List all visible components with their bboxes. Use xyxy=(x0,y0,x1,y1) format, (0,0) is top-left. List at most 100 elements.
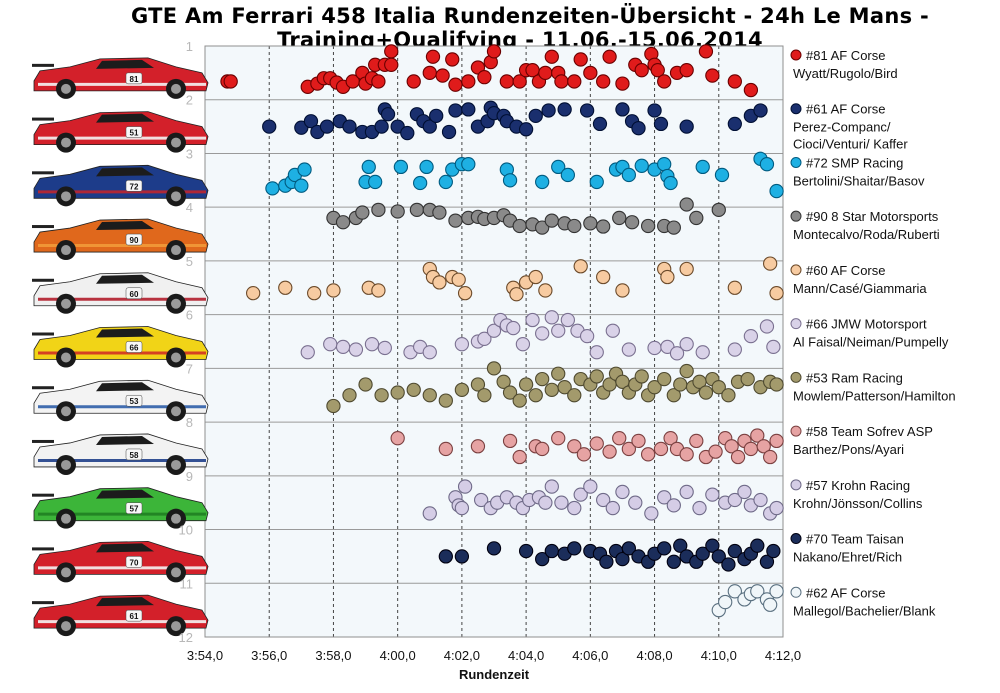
data-point xyxy=(634,63,649,78)
car-number-plate xyxy=(125,287,143,300)
data-point xyxy=(486,541,502,556)
data-point xyxy=(390,431,405,446)
car-number: 90 xyxy=(130,236,139,245)
data-point xyxy=(596,269,611,285)
legend-drivers: Wyatt/Rugolo/Bird xyxy=(793,66,898,81)
data-point xyxy=(573,52,588,67)
data-point xyxy=(647,103,662,118)
legend-drivers: Mowlem/Patterson/Hamilton xyxy=(793,388,956,403)
legend-drivers: Barthez/Pons/Ayari xyxy=(793,442,904,457)
data-point xyxy=(653,116,669,132)
data-point xyxy=(441,124,457,140)
x-tick-label: 4:08,0 xyxy=(636,648,672,663)
car-image: 90 xyxy=(32,218,209,261)
legend-marker xyxy=(790,586,802,598)
data-point xyxy=(461,157,476,172)
data-point xyxy=(605,500,620,516)
car-stripe xyxy=(38,512,206,516)
data-point xyxy=(698,44,714,59)
data-point xyxy=(612,210,627,226)
data-point xyxy=(326,283,341,298)
car-wing xyxy=(32,278,54,282)
data-point xyxy=(769,285,784,301)
data-point xyxy=(769,433,784,449)
data-point xyxy=(567,541,582,556)
data-point xyxy=(615,102,630,117)
data-point xyxy=(557,380,572,395)
data-point xyxy=(589,345,604,360)
data-point xyxy=(737,484,752,500)
y-tick-label: 8 xyxy=(186,415,193,430)
car-body xyxy=(33,164,209,199)
data-point xyxy=(743,82,759,98)
car-wing xyxy=(32,601,54,605)
car-image: 60 xyxy=(32,272,209,314)
legend-series-name: #66 JMW Motorsport xyxy=(806,317,927,332)
data-point xyxy=(535,441,550,457)
data-point xyxy=(502,173,518,188)
data-point xyxy=(727,342,742,357)
data-point xyxy=(451,272,466,287)
car-image: 58 xyxy=(32,433,209,475)
legend-series-name: #62 AF Corse xyxy=(806,585,886,600)
data-point xyxy=(560,312,576,328)
data-point xyxy=(554,74,569,89)
data-point xyxy=(342,388,357,403)
data-point xyxy=(647,380,662,395)
data-point xyxy=(512,449,527,465)
data-point xyxy=(679,197,694,212)
data-point xyxy=(679,261,694,277)
car-window xyxy=(96,435,154,445)
car-rim xyxy=(61,245,71,256)
car-wing xyxy=(32,332,54,336)
data-point xyxy=(750,428,765,443)
data-point xyxy=(769,377,784,392)
data-point xyxy=(695,159,710,175)
data-point xyxy=(589,174,604,190)
data-point xyxy=(576,447,592,462)
data-point xyxy=(448,213,463,228)
data-point xyxy=(557,102,572,117)
data-point xyxy=(695,546,710,561)
data-point xyxy=(406,382,421,398)
data-point xyxy=(419,159,434,175)
data-point xyxy=(400,125,415,141)
data-point xyxy=(422,119,437,134)
car-number: 72 xyxy=(130,182,139,191)
data-point xyxy=(528,388,543,403)
x-tick-label: 4:02,0 xyxy=(444,648,480,663)
car-wing xyxy=(32,547,54,551)
car-rim xyxy=(171,83,181,94)
data-point xyxy=(615,76,630,91)
data-point xyxy=(342,119,357,134)
data-point xyxy=(711,202,726,218)
data-point xyxy=(666,554,681,569)
car-body xyxy=(33,111,209,145)
data-point xyxy=(422,506,437,521)
data-point xyxy=(461,102,476,117)
legend-marker xyxy=(790,425,802,437)
series-3 xyxy=(265,151,784,199)
car-number-plate xyxy=(125,72,143,85)
data-point xyxy=(679,484,694,500)
data-point xyxy=(518,377,534,392)
data-point xyxy=(499,74,514,89)
car-rim xyxy=(61,567,71,578)
data-point xyxy=(535,220,550,235)
data-point xyxy=(551,431,566,446)
car-rim xyxy=(171,191,181,202)
data-point xyxy=(278,280,293,295)
data-point xyxy=(544,543,559,559)
data-point xyxy=(766,339,781,355)
car-rim xyxy=(171,352,181,363)
car-stripe xyxy=(38,405,206,409)
data-point xyxy=(669,346,685,361)
car-rim xyxy=(61,406,71,417)
data-point xyxy=(535,371,550,387)
data-point xyxy=(368,174,383,190)
data-point xyxy=(711,380,726,395)
data-point xyxy=(759,554,775,569)
x-tick-label: 3:58,0 xyxy=(315,648,351,663)
car-number-plate xyxy=(125,556,143,568)
data-point xyxy=(560,167,576,183)
